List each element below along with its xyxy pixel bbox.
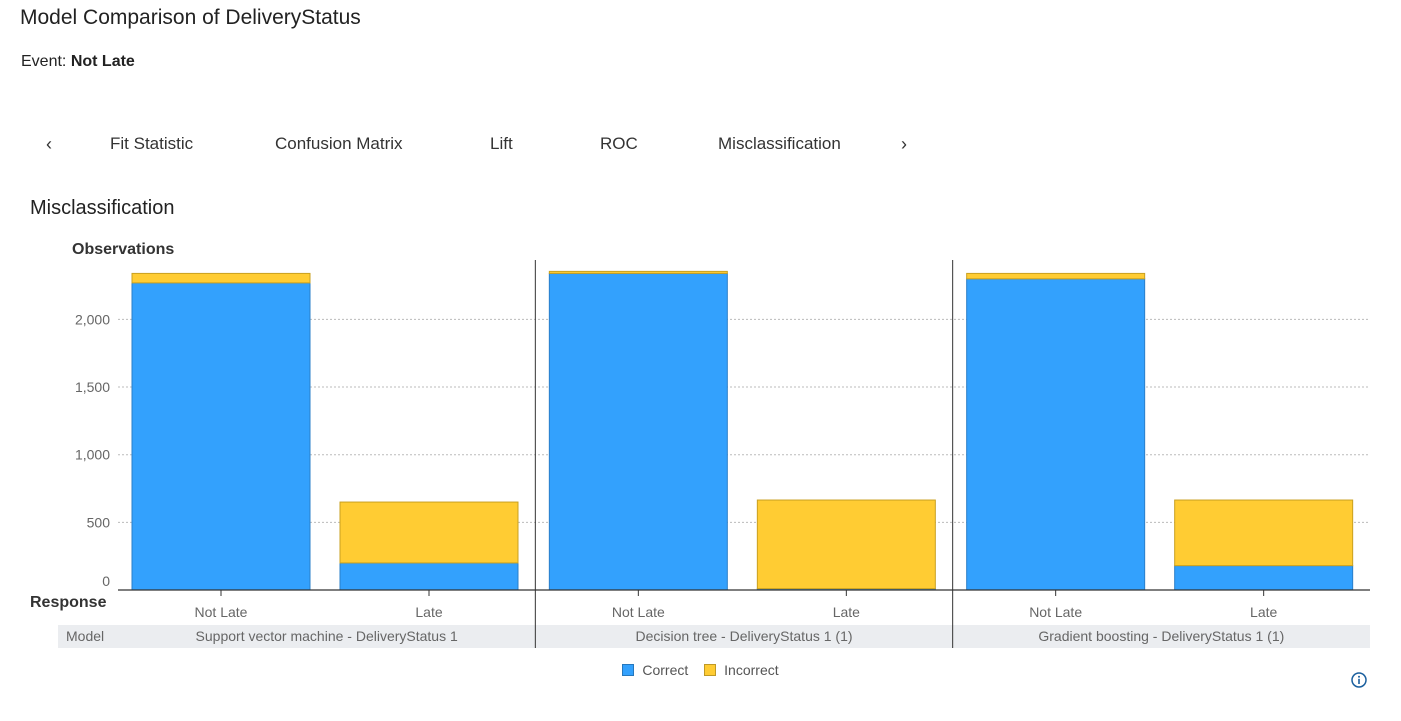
bar-correct (131, 282, 311, 591)
tab-roc[interactable]: ROC (600, 134, 638, 153)
event-value: Not Late (70, 53, 135, 70)
legend-swatch-correct (622, 664, 635, 676)
page-title: Model Comparison of DeliveryStatus (20, 6, 361, 29)
chart-legend: Correct Incorrect (0, 662, 1401, 679)
legend-item-incorrect: Incorrect (704, 662, 779, 678)
x-axis-title: Response (30, 594, 107, 611)
y-axis-title: Observations (72, 241, 174, 258)
y-tick-label: 1,000 (75, 447, 110, 463)
legend-swatch-incorrect (704, 664, 717, 676)
bar-incorrect (339, 501, 519, 564)
legend-label-incorrect: Incorrect (724, 662, 779, 678)
chevron-right-icon[interactable]: › (901, 134, 907, 154)
x-tick-label: Not Late (195, 604, 248, 620)
event-line: Event: Not Late (21, 53, 135, 71)
model-label: Support vector machine - DeliveryStatus … (196, 628, 458, 644)
x-tick-label: Late (833, 604, 860, 620)
y-tick-label: 1,500 (75, 379, 110, 395)
x-tick-label: Late (1250, 604, 1277, 620)
x-tick-label: Late (415, 604, 442, 620)
model-band (58, 625, 1370, 648)
bar-incorrect (756, 499, 936, 590)
y-tick-label: 2,000 (75, 311, 110, 327)
tab-lift[interactable]: Lift (490, 134, 513, 153)
bar-incorrect (966, 272, 1146, 280)
y-tick-label: 0 (102, 573, 110, 589)
chevron-left-icon[interactable]: ‹ (46, 134, 52, 154)
y-tick-label: 500 (87, 514, 111, 530)
tab-fit-statistic[interactable]: Fit Statistic (110, 134, 194, 153)
tab-misclassification[interactable]: Misclassification (718, 134, 841, 153)
section-title: Misclassification (30, 197, 175, 219)
bar-correct (966, 278, 1146, 591)
tab-bar: ‹ Fit Statistic Confusion Matrix Lift RO… (0, 128, 960, 160)
x-tick-label: Not Late (1029, 604, 1082, 620)
model-label: Gradient boosting - DeliveryStatus 1 (1) (1038, 628, 1284, 644)
bar-incorrect (548, 270, 728, 274)
model-label: Decision tree - DeliveryStatus 1 (1) (635, 628, 852, 644)
bar-incorrect (131, 272, 311, 284)
misclassification-chart: 0 500 1,000 1,500 2,000 Observations Response M… (30, 241, 1370, 648)
bar-correct (339, 562, 519, 591)
bar-incorrect (1174, 499, 1354, 567)
model-axis-label: Model (66, 628, 104, 644)
event-label: Event: (21, 53, 67, 70)
info-icon[interactable] (1351, 672, 1367, 688)
legend-item-correct: Correct (622, 662, 688, 678)
legend-label-correct: Correct (642, 662, 689, 678)
bar-correct (548, 272, 728, 591)
bar-correct (1174, 565, 1354, 591)
x-tick-label: Not Late (612, 604, 665, 620)
tab-confusion-matrix[interactable]: Confusion Matrix (275, 134, 403, 153)
